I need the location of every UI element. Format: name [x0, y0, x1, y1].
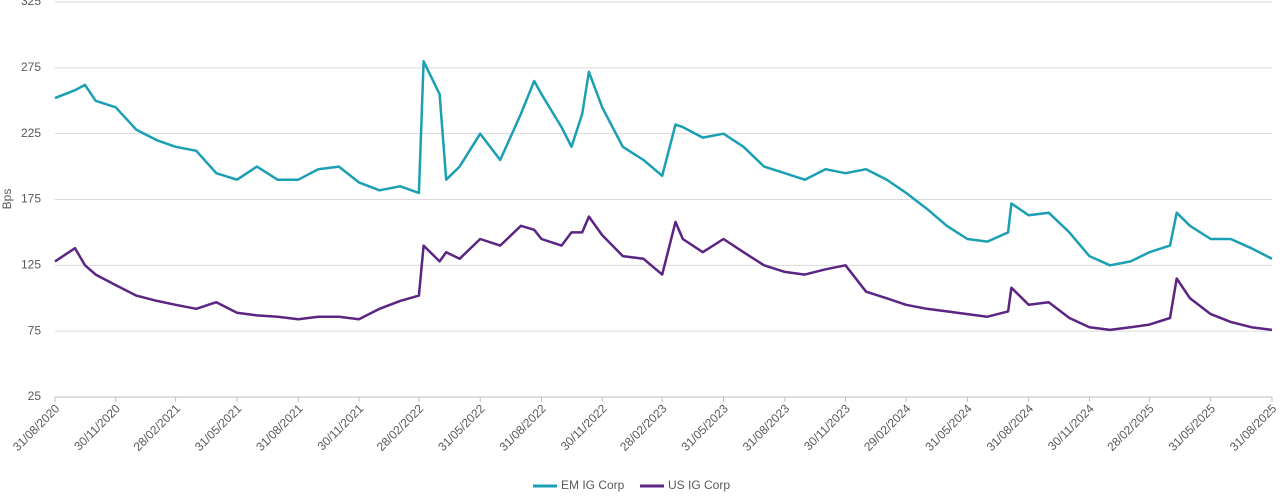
x-tick-label: 30/11/2021	[315, 401, 367, 453]
y-tick-label: 225	[21, 126, 41, 140]
x-tick-label: 31/05/2023	[678, 401, 731, 454]
legend-label: US IG Corp	[668, 478, 730, 492]
y-tick-label: 75	[28, 323, 42, 337]
y-tick-label: 275	[21, 60, 41, 74]
y-tick-label: 25	[28, 389, 42, 403]
x-tick-label: 31/08/2020	[10, 401, 63, 454]
x-tick-label: 28/02/2023	[617, 401, 670, 454]
x-tick-label: 28/02/2021	[131, 401, 184, 454]
y-tick-label: 325	[21, 0, 41, 8]
x-tick-label: 30/11/2020	[71, 401, 123, 453]
x-tick-label: 31/08/2024	[984, 401, 1037, 454]
x-tick-label: 31/05/2025	[1166, 401, 1219, 454]
y-tick-label: 125	[21, 258, 41, 272]
x-tick-label: 29/02/2024	[861, 401, 914, 454]
x-tick-label: 28/02/2025	[1104, 401, 1157, 454]
x-tick-label: 31/05/2021	[192, 401, 245, 454]
y-axis-label: Bps	[0, 189, 14, 210]
x-tick-label: 31/08/2023	[740, 401, 793, 454]
y-tick-label: 175	[21, 192, 41, 206]
series-line	[54, 60, 1273, 267]
series-line	[54, 215, 1273, 332]
x-tick-label: 30/11/2024	[1045, 401, 1097, 453]
legend-label: EM IG Corp	[561, 478, 625, 492]
x-tick-label: 30/11/2023	[801, 401, 853, 453]
x-tick-label: 28/02/2022	[374, 401, 427, 454]
x-tick-label: 30/11/2022	[558, 401, 610, 453]
x-tick-label: 31/08/2025	[1227, 401, 1280, 454]
x-tick-label: 31/05/2024	[922, 401, 975, 454]
x-tick-label: 31/08/2021	[253, 401, 306, 454]
x-tick-label: 31/05/2022	[435, 401, 488, 454]
x-tick-label: 31/08/2022	[497, 401, 550, 454]
